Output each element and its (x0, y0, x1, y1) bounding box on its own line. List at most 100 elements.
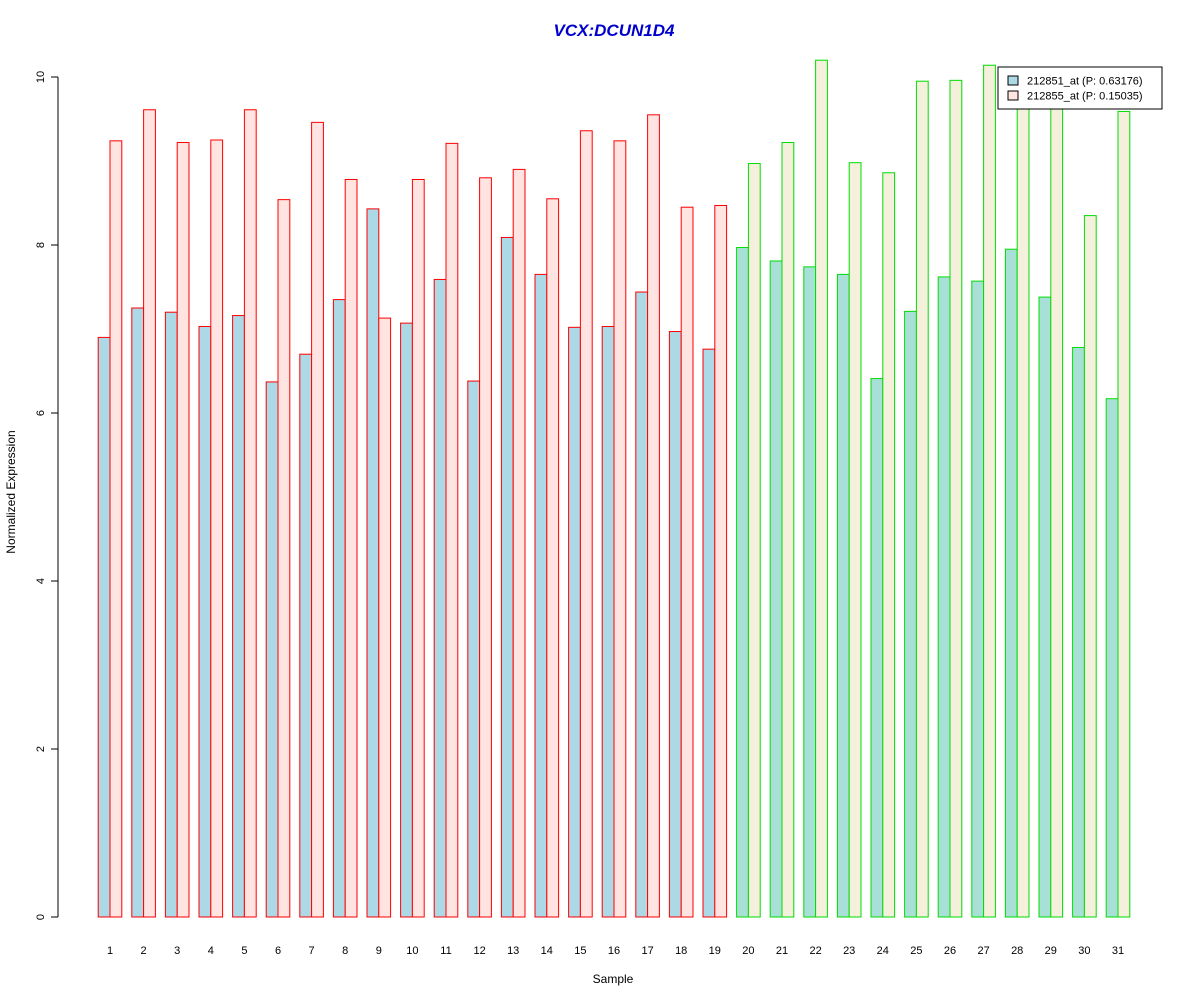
legend-box (997, 66, 1163, 110)
bar-series-2-sample-18 (680, 206, 694, 918)
x-tick-label: 9 (376, 945, 382, 957)
x-tick-label: 19 (709, 945, 721, 957)
x-tick-label: 29 (1045, 945, 1057, 957)
bar-series-1-sample-28 (1004, 248, 1018, 918)
bar-series-2-sample-25 (915, 80, 929, 918)
x-tick-label: 31 (1112, 945, 1124, 957)
bar-series-2-sample-17 (647, 114, 660, 918)
x-tick-label: 15 (574, 945, 586, 957)
legend-swatch (1007, 75, 1019, 86)
bar-series-2-sample-29 (1050, 101, 1064, 918)
bar-series-2-sample-26 (949, 79, 963, 918)
bar-series-1-sample-1 (97, 336, 111, 918)
bar-series-1-sample-29 (1038, 296, 1052, 918)
x-axis-label: Sample (593, 972, 634, 986)
x-tick-label: 8 (342, 945, 348, 957)
bar-series-1-sample-13 (500, 236, 514, 918)
chart-title: VCX:DCUN1D4 (554, 21, 675, 40)
x-tick-label: 16 (608, 945, 620, 957)
x-tick-label: 21 (776, 945, 788, 957)
y-tick-label: 0 (35, 914, 47, 920)
bar-series-2-sample-24 (882, 172, 896, 918)
bar-series-2-sample-9 (378, 317, 392, 918)
bar-series-1-sample-11 (433, 278, 447, 918)
x-tick-label: 2 (141, 945, 147, 957)
bar-series-2-sample-14 (546, 198, 560, 918)
bar-series-1-sample-21 (769, 260, 783, 918)
bar-series-1-sample-5 (232, 315, 245, 918)
x-tick-label: 3 (174, 945, 180, 957)
bar-series-1-sample-15 (568, 326, 581, 918)
bar-series-1-sample-6 (265, 381, 279, 918)
bar-series-1-sample-8 (332, 299, 346, 918)
bar-series-1-sample-20 (736, 247, 749, 918)
x-tick-label: 20 (742, 945, 754, 957)
x-tick-label: 13 (507, 945, 519, 957)
bar-series-2-sample-2 (143, 109, 156, 918)
x-tick-label: 23 (843, 945, 855, 957)
bar-series-2-sample-8 (344, 178, 358, 918)
x-tick-label: 4 (208, 945, 214, 957)
bar-series-2-sample-12 (479, 177, 492, 918)
bar-series-1-sample-22 (803, 266, 817, 918)
bar-series-1-sample-9 (366, 208, 380, 918)
bar-series-1-sample-27 (971, 280, 985, 918)
x-axis-ticks: 1 2 3 4 5 6 7 8 9 10 11 12 13 14 15 16 17 18 19 20 21 22 23 24 2… (107, 945, 1124, 957)
legend: 212851_at (P: 0.63176) 212855_at (P: 0.15… (997, 66, 1163, 110)
bar-series-2-sample-11 (445, 142, 459, 918)
y-axis: 0 2 4 6 8 10 (35, 71, 59, 920)
bar-series-2-sample-20 (747, 163, 761, 918)
bar-series-1-sample-19 (702, 348, 716, 918)
x-tick-label: 14 (541, 945, 553, 957)
bar-series-2-sample-16 (613, 140, 627, 918)
x-tick-label: 5 (241, 945, 247, 957)
x-tick-label: 10 (406, 945, 418, 957)
y-tick-label: 4 (35, 578, 47, 584)
bar-series-2-sample-10 (411, 178, 425, 918)
x-tick-label: 18 (675, 945, 687, 957)
legend-entry-label: 212855_at (P: 0.15035) (1027, 91, 1143, 103)
bar-series-2-sample-7 (311, 121, 324, 918)
bars (97, 59, 1131, 918)
bar-series-2-sample-6 (277, 199, 291, 918)
x-tick-label: 22 (809, 945, 821, 957)
x-tick-label: 27 (977, 945, 989, 957)
bar-series-2-sample-15 (579, 130, 593, 918)
y-axis-label: Normalized Expression (4, 430, 18, 553)
bar-series-2-sample-31 (1117, 110, 1131, 918)
bar-series-1-sample-7 (299, 353, 313, 918)
x-tick-label: 6 (275, 945, 281, 957)
x-tick-label: 17 (641, 945, 653, 957)
bar-series-2-sample-22 (815, 59, 828, 918)
bar-series-2-sample-27 (983, 64, 996, 918)
bar-series-1-sample-31 (1105, 398, 1119, 918)
bar-series-2-sample-13 (512, 168, 526, 918)
x-tick-label: 24 (877, 945, 889, 957)
bar-series-1-sample-3 (164, 311, 178, 918)
y-tick-label: 6 (35, 410, 47, 416)
bar-series-1-sample-17 (635, 291, 649, 918)
bar-series-2-sample-5 (243, 109, 257, 918)
bar-series-2-sample-4 (210, 139, 224, 918)
bar-series-2-sample-23 (848, 162, 862, 918)
bar-series-2-sample-30 (1083, 215, 1097, 918)
x-tick-label: 30 (1078, 945, 1090, 957)
bar-series-1-sample-23 (836, 273, 850, 918)
y-tick-label: 8 (35, 242, 47, 248)
x-tick-label: 11 (440, 945, 451, 957)
y-tick-label: 2 (35, 746, 47, 752)
bar-series-1-sample-26 (937, 276, 951, 918)
x-tick-label: 7 (309, 945, 315, 957)
bar-series-1-sample-10 (400, 322, 413, 918)
x-tick-label: 25 (910, 945, 922, 957)
bar-series-2-sample-1 (109, 140, 123, 918)
bar-series-1-sample-2 (131, 307, 145, 918)
bar-series-1-sample-25 (904, 310, 917, 918)
bar-series-2-sample-28 (1016, 97, 1030, 918)
bar-series-1-sample-12 (467, 380, 481, 918)
bar-series-2-sample-21 (781, 142, 795, 918)
bar-series-1-sample-4 (198, 325, 212, 918)
x-tick-label: 28 (1011, 945, 1023, 957)
